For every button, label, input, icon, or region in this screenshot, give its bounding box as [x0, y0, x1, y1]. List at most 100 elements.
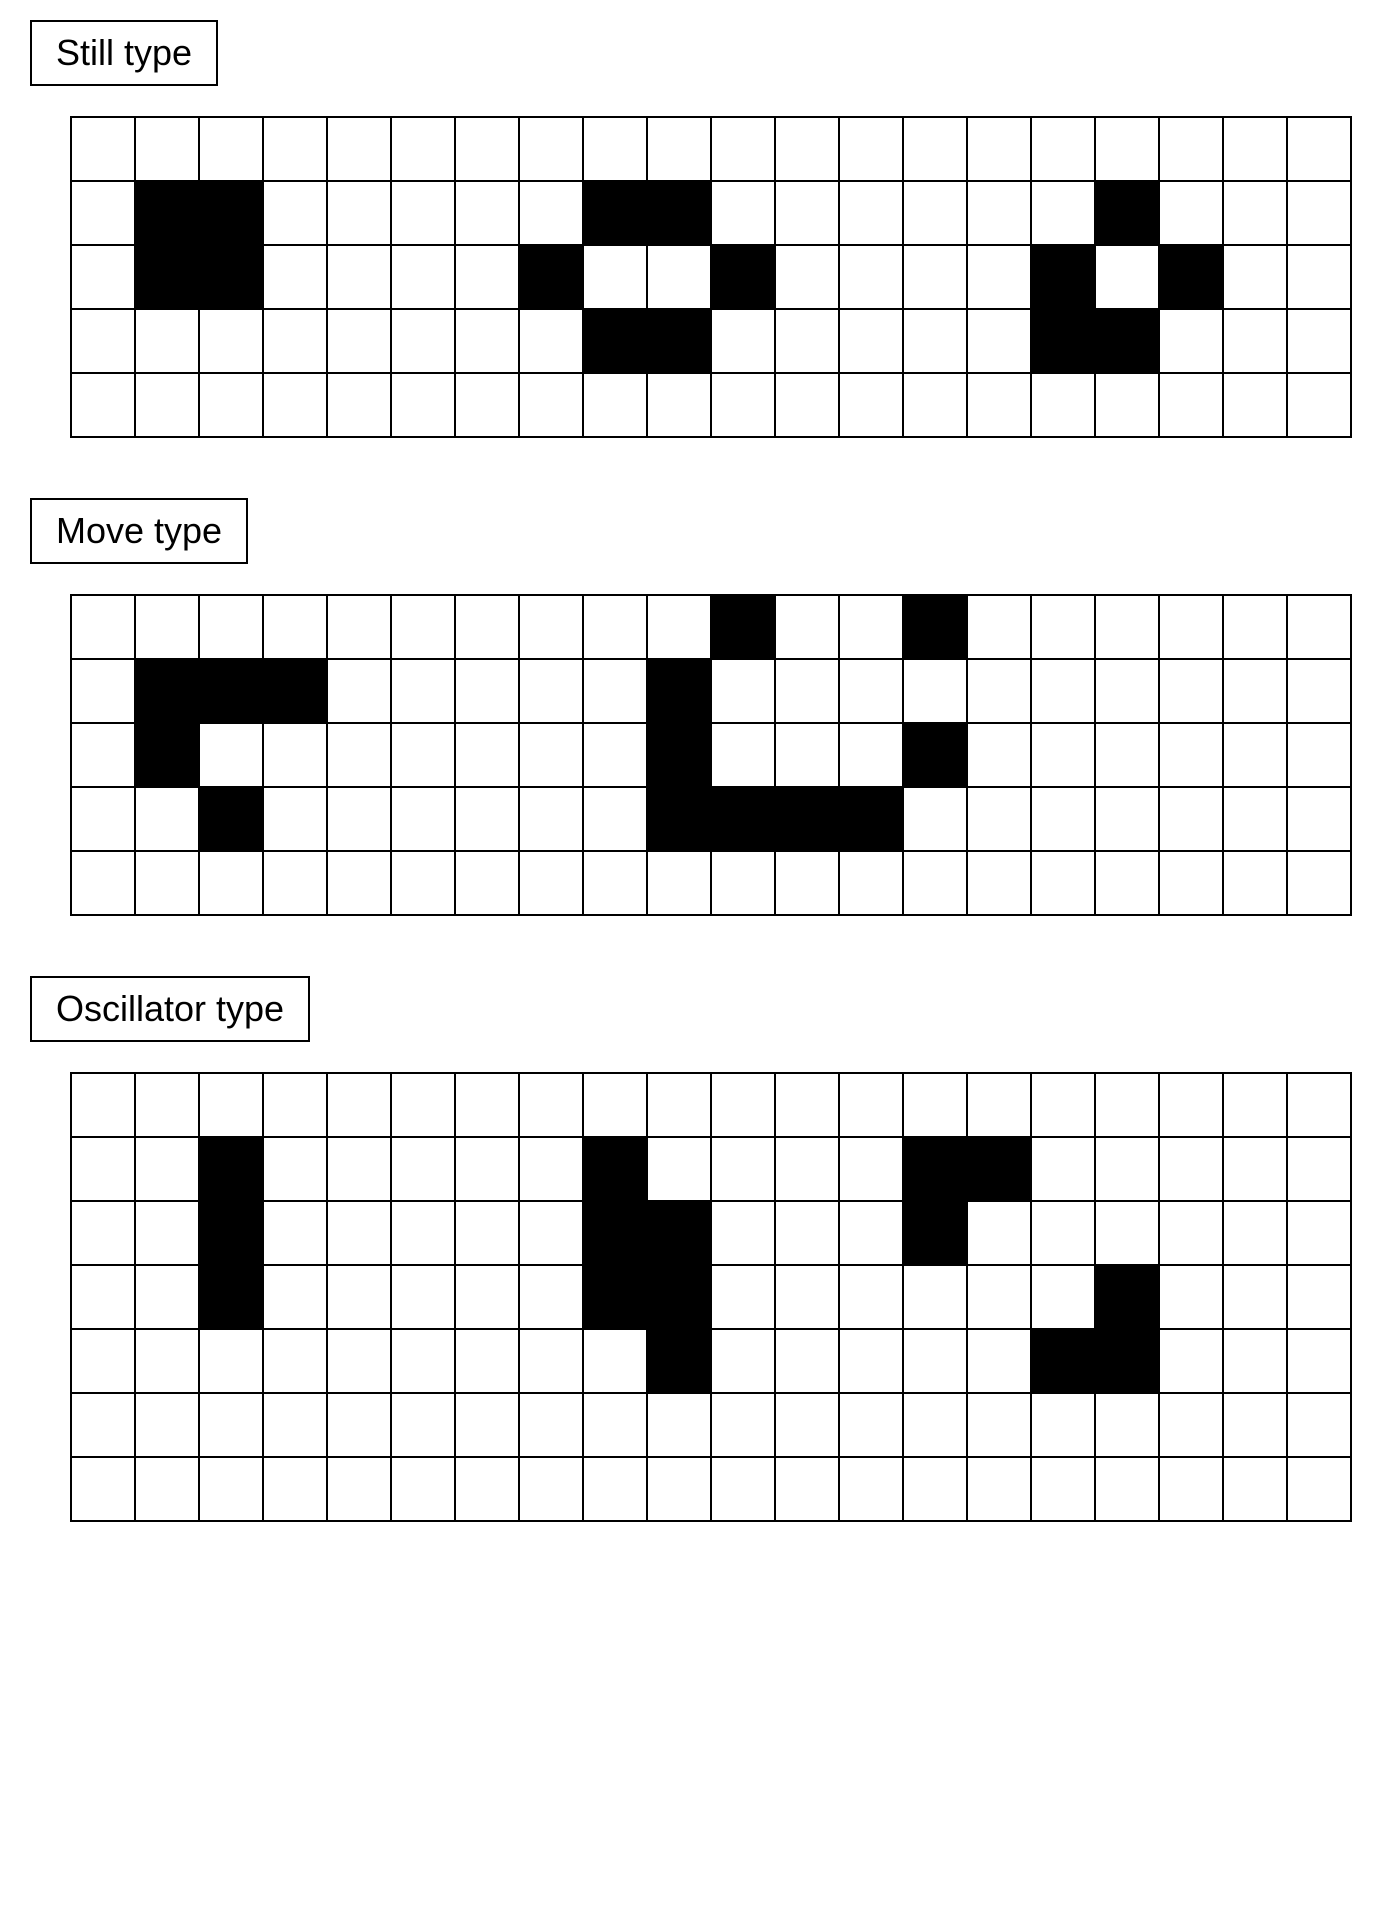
grid-cell [711, 723, 775, 787]
grid-cell [135, 1265, 199, 1329]
grid-cell [967, 723, 1031, 787]
grid-cell [1095, 373, 1159, 437]
grid-cell [1159, 181, 1223, 245]
grid-cell [583, 373, 647, 437]
grid-cell [839, 851, 903, 915]
grid-cell [583, 1393, 647, 1457]
grid-cell [1223, 1393, 1287, 1457]
grid-cell [1223, 595, 1287, 659]
grid-cell [1031, 117, 1095, 181]
grid-cell [1287, 181, 1351, 245]
grid-cell [71, 787, 135, 851]
grid-cell [1287, 373, 1351, 437]
grid-cell [199, 1073, 263, 1137]
grid-cell [135, 1393, 199, 1457]
grid-cell [1159, 373, 1223, 437]
grid-cell [1095, 659, 1159, 723]
grid-cell [327, 373, 391, 437]
grid-cell [263, 787, 327, 851]
grid-cell [135, 117, 199, 181]
still-label: Still type [30, 20, 218, 86]
grid-cell [711, 659, 775, 723]
grid-cell [135, 245, 199, 309]
grid-cell [455, 309, 519, 373]
grid-cell [327, 309, 391, 373]
grid-cell [583, 1457, 647, 1521]
grid-cell [1287, 787, 1351, 851]
grid-cell [647, 595, 711, 659]
grid-cell [391, 723, 455, 787]
grid-cell [1095, 851, 1159, 915]
grid-cell [391, 1201, 455, 1265]
grid-cell [327, 659, 391, 723]
grid-cell [263, 1201, 327, 1265]
grid-cell [1095, 723, 1159, 787]
grid-cell [1223, 181, 1287, 245]
grid-cell [1287, 595, 1351, 659]
grid-cell [1031, 181, 1095, 245]
grid-cell [967, 595, 1031, 659]
grid-cell [583, 659, 647, 723]
grid-cell [839, 1329, 903, 1393]
grid-cell [711, 1457, 775, 1521]
grid-cell [519, 1265, 583, 1329]
grid-cell [519, 309, 583, 373]
grid-cell [903, 1393, 967, 1457]
grid-cell [71, 1201, 135, 1265]
grid-cell [519, 659, 583, 723]
grid-cell [711, 1393, 775, 1457]
grid-cell [583, 595, 647, 659]
grid-cell [903, 659, 967, 723]
grid-cell [519, 373, 583, 437]
section-move: Move type [20, 498, 1380, 916]
grid-cell [391, 1457, 455, 1521]
grid-cell [455, 373, 519, 437]
grid-cell [519, 245, 583, 309]
grid-cell [199, 851, 263, 915]
still-grid-wrap [70, 116, 1380, 438]
grid-cell [1287, 1137, 1351, 1201]
grid-cell [391, 595, 455, 659]
grid-cell [71, 723, 135, 787]
grid-cell [199, 309, 263, 373]
grid-cell [1031, 1393, 1095, 1457]
grid-cell [583, 1265, 647, 1329]
grid-cell [903, 1201, 967, 1265]
grid-cell [199, 181, 263, 245]
grid-cell [199, 659, 263, 723]
grid-cell [1159, 1393, 1223, 1457]
grid-cell [135, 373, 199, 437]
grid-cell [647, 309, 711, 373]
grid-cell [327, 1137, 391, 1201]
grid-cell [391, 787, 455, 851]
grid-cell [1287, 117, 1351, 181]
grid-cell [1031, 245, 1095, 309]
grid-cell [71, 1073, 135, 1137]
grid-cell [839, 1457, 903, 1521]
oscillator-label: Oscillator type [30, 976, 310, 1042]
grid-cell [775, 373, 839, 437]
grid-cell [135, 723, 199, 787]
grid-cell [135, 1073, 199, 1137]
grid-cell [391, 309, 455, 373]
grid-cell [391, 1073, 455, 1137]
grid-cell [711, 787, 775, 851]
grid-cell [199, 245, 263, 309]
grid-cell [519, 787, 583, 851]
grid-cell [839, 723, 903, 787]
grid-cell [1223, 245, 1287, 309]
grid-cell [1095, 1329, 1159, 1393]
grid-cell [1031, 595, 1095, 659]
grid-cell [967, 1265, 1031, 1329]
grid-cell [647, 117, 711, 181]
grid-cell [1287, 1265, 1351, 1329]
grid-cell [327, 595, 391, 659]
grid-cell [775, 245, 839, 309]
grid-cell [263, 1073, 327, 1137]
grid-cell [455, 1201, 519, 1265]
grid-cell [455, 1265, 519, 1329]
grid-cell [455, 1137, 519, 1201]
grid-cell [1095, 245, 1159, 309]
grid-cell [839, 595, 903, 659]
grid-cell [967, 1137, 1031, 1201]
